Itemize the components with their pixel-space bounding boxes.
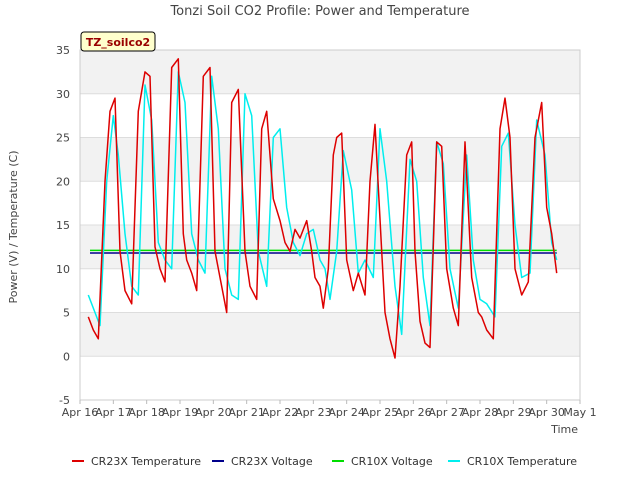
plot-band	[80, 356, 580, 400]
x-axis-label: Time	[550, 423, 578, 436]
x-tick-label: Apr 24	[328, 406, 365, 419]
y-tick-label: 30	[56, 88, 70, 101]
y-tick-label: -5	[59, 394, 70, 407]
y-axis-label: Power (V) / Temperature (C)	[7, 150, 20, 303]
plot-band	[80, 50, 580, 94]
x-tick-label: May 1	[563, 406, 596, 419]
x-tick-label: Apr 19	[162, 406, 199, 419]
legend-entry: CR23X Temperature	[91, 455, 201, 468]
plot-band	[80, 137, 580, 182]
x-tick-label: Apr 23	[295, 406, 332, 419]
plot-frame	[79, 49, 581, 401]
legend-entry: CR23X Voltage	[231, 455, 313, 468]
series-line-cr23x-temperature	[87, 58, 558, 359]
plot-band	[80, 312, 580, 357]
x-tick-label: Apr 26	[395, 406, 432, 419]
y-tick-label: 0	[63, 350, 70, 363]
series-layer	[87, 58, 558, 359]
x-tick-label: Apr 28	[462, 406, 499, 419]
y-tick-label: 20	[56, 175, 70, 188]
site-label: TZ_soilco2	[86, 36, 150, 49]
x-tick-label: Apr 22	[262, 406, 299, 419]
x-tick-label: Apr 25	[362, 406, 399, 419]
y-tick-label: 5	[63, 307, 70, 320]
y-tick-label: 15	[56, 219, 70, 232]
x-tick-label: Apr 18	[128, 406, 165, 419]
y-tick-label: 35	[56, 44, 70, 57]
x-tick-label: Apr 20	[195, 406, 232, 419]
series-line-cr10x-temperature	[87, 71, 558, 336]
y-tick-label: 25	[56, 132, 70, 145]
legend: CR23X Temperature CR23X Voltage CR10X Volt…	[72, 455, 577, 468]
y-axis-ticks: -5 0 5 10 15 20 25 30 35	[56, 44, 70, 407]
chart-title: Tonzi Soil CO2 Profile: Power and Temper…	[169, 4, 469, 19]
x-tick-label: Apr 21	[228, 406, 265, 419]
y-tick-label: 10	[56, 263, 70, 276]
x-tick-label: Apr 29	[495, 406, 532, 419]
plot-band	[80, 268, 580, 313]
x-tick-label: Apr 30	[528, 406, 565, 419]
x-tick-label: Apr 27	[428, 406, 465, 419]
x-tick-label: Apr 17	[95, 406, 132, 419]
legend-entry: CR10X Voltage	[351, 455, 433, 468]
legend-entry: CR10X Temperature	[467, 455, 577, 468]
x-tick-label: Apr 16	[62, 406, 99, 419]
site-label-box: TZ_soilco2	[80, 31, 156, 52]
plot-band	[80, 93, 580, 138]
